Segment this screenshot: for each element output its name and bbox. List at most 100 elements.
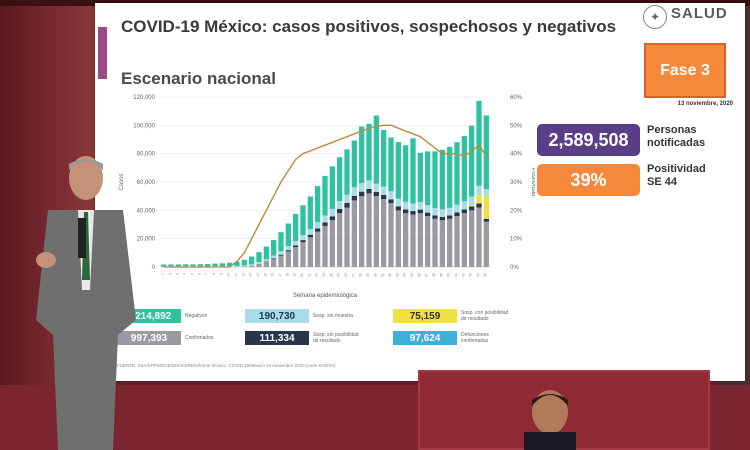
bar-segment [432, 208, 438, 216]
bar-segment [469, 125, 475, 197]
x-tick-label: 21 [307, 273, 311, 277]
x-tick-label: 30 [373, 273, 377, 277]
x-tick-label: 20 [300, 273, 304, 277]
bar-segment [410, 211, 416, 215]
bar-segment [322, 175, 328, 216]
x-tick-label: 28 [359, 273, 363, 277]
x-tick-label: 39 [439, 273, 443, 277]
bar-segment [366, 180, 372, 189]
bar-segment [388, 203, 394, 267]
bar-segment [329, 208, 335, 217]
bar-segment [300, 205, 306, 235]
x-tick-label: 33 [395, 273, 399, 277]
bar-segment [293, 240, 299, 246]
x-tick-label: 16 [271, 273, 275, 277]
bar-segment [278, 232, 284, 252]
bar-segment [249, 265, 255, 267]
legend-value-6: 97,624 [393, 331, 457, 345]
bar-segment [483, 189, 489, 197]
bar-segment [395, 198, 401, 207]
bar-segment [483, 196, 489, 219]
bar-segment [315, 222, 321, 229]
bar-segment [403, 209, 409, 214]
bar-segment [373, 196, 379, 267]
bar-segment [461, 136, 467, 202]
bar-segment [432, 151, 438, 209]
y-tick-label: 40,000 [137, 208, 156, 214]
x-tick-label: 12 [241, 273, 245, 277]
bar-segment [315, 231, 321, 267]
positivity-label-line2: SE 44 [647, 176, 677, 188]
person-at-podium [524, 390, 576, 450]
bar-segment [432, 218, 438, 267]
bar-segment [300, 240, 306, 243]
bar-segment [256, 262, 262, 264]
bar-segment [344, 202, 350, 208]
bar-segment [381, 194, 387, 199]
bar-segment [175, 264, 181, 267]
bar-segment [293, 214, 299, 241]
bar-segment [381, 186, 387, 195]
x-tick-label: 7 [205, 273, 209, 275]
x-tick-label: 27 [351, 273, 355, 277]
bar-segment [381, 199, 387, 267]
bar-segment [234, 265, 240, 267]
bar-segment [337, 208, 343, 214]
bar-segment [271, 255, 277, 259]
y-tick-label: 120,000 [133, 95, 155, 101]
legend-label-line: Sosp. sin posibilidad [313, 332, 359, 338]
bar-segment [278, 254, 284, 256]
speaker-figure [36, 156, 136, 450]
bar-segment [439, 149, 445, 210]
bar-segment [227, 262, 233, 267]
title-accent-bar [98, 27, 107, 79]
x-tick-label: 17 [278, 273, 282, 277]
x-tick-label: 2 [168, 273, 172, 275]
notified-label: Personas notificadas [647, 124, 705, 150]
bar-segment [410, 214, 416, 267]
notified-label-line1: Personas [647, 124, 697, 136]
bar-segment [351, 200, 357, 267]
bar-segment [476, 195, 482, 204]
notified-label-line2: notificadas [647, 137, 706, 149]
bar-segment [271, 258, 277, 260]
legend-value-2: 190,730 [245, 309, 309, 323]
y-tick-label: 80,000 [137, 152, 156, 158]
slide-title: COVID-19 México: casos positivos, sospec… [121, 17, 617, 36]
legend-label-4: Confirmados [185, 335, 214, 341]
legend-label-3: Sosp. con posibilidad de resultado [461, 310, 508, 322]
bar-segment [366, 123, 372, 181]
bar-segment [322, 225, 328, 267]
bar-segment [271, 240, 277, 256]
positivity-badge: 39% [537, 164, 640, 196]
bar-segment [469, 205, 475, 207]
bar-segment [300, 242, 306, 267]
bar-segment [410, 203, 416, 212]
bar-segment [373, 115, 379, 184]
x-tick-label: 32 [388, 273, 392, 277]
y2-tick-label: 30% [510, 180, 523, 186]
bar-segment [469, 210, 475, 267]
bar-segment [483, 218, 489, 222]
bar-segment [439, 209, 445, 217]
bar-segment [469, 206, 475, 211]
bar-segment [417, 213, 423, 267]
positivity-label: Positividad SE 44 [647, 163, 706, 189]
legend-label-5: Sosp. sin posibilidad de resultado [313, 332, 359, 344]
bar-segment [337, 201, 343, 209]
bar-segment [359, 191, 365, 197]
y-axis-label: Casos [119, 173, 125, 190]
x-tick-label: 38 [432, 273, 436, 277]
bar-segment [461, 201, 467, 210]
bar-segment [307, 234, 313, 238]
bar-segment [476, 203, 482, 208]
bar-segment [322, 215, 328, 223]
bar-segment [278, 255, 284, 267]
x-tick-label: 41 [454, 273, 458, 277]
x-tick-label: 14 [256, 273, 260, 277]
bar-segment [168, 264, 174, 267]
bar-segment [388, 199, 394, 204]
bar-segment [454, 212, 460, 216]
bar-segment [322, 222, 328, 226]
legend-label-line: confirmadas [461, 338, 489, 344]
